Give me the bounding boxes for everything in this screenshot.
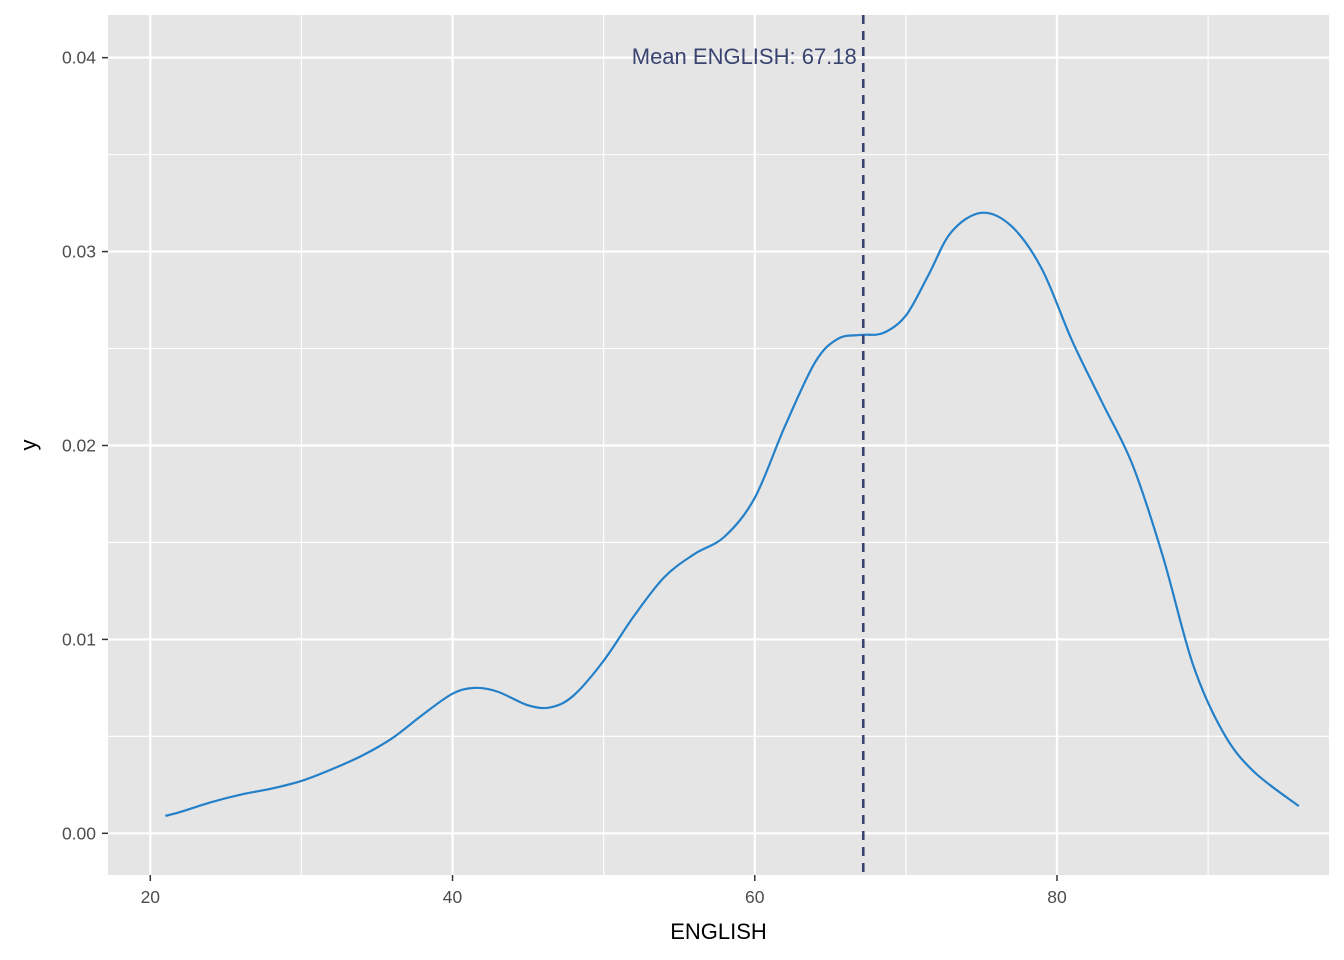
major-gridlines [108, 15, 1329, 875]
y-tick-label: 0.03 [62, 242, 96, 262]
x-tick-label: 20 [141, 887, 161, 907]
mean-label: Mean ENGLISH: 67.18 [632, 44, 857, 69]
x-axis-title: ENGLISH [670, 919, 767, 944]
y-tick-label: 0.04 [62, 48, 96, 68]
x-tick-label: 80 [1047, 887, 1067, 907]
y-axis-title: y [16, 440, 41, 451]
x-axis-ticks: 20 40 60 80 [141, 875, 1067, 907]
y-tick-label: 0.01 [62, 629, 96, 649]
y-tick-label: 0.02 [62, 435, 96, 455]
y-tick-label: 0.00 [62, 823, 96, 843]
density-curve [165, 211, 1300, 817]
y-axis-ticks: 0.00 0.01 0.02 0.03 0.04 [62, 48, 108, 843]
x-tick-label: 40 [443, 887, 463, 907]
x-tick-label: 60 [745, 887, 765, 907]
